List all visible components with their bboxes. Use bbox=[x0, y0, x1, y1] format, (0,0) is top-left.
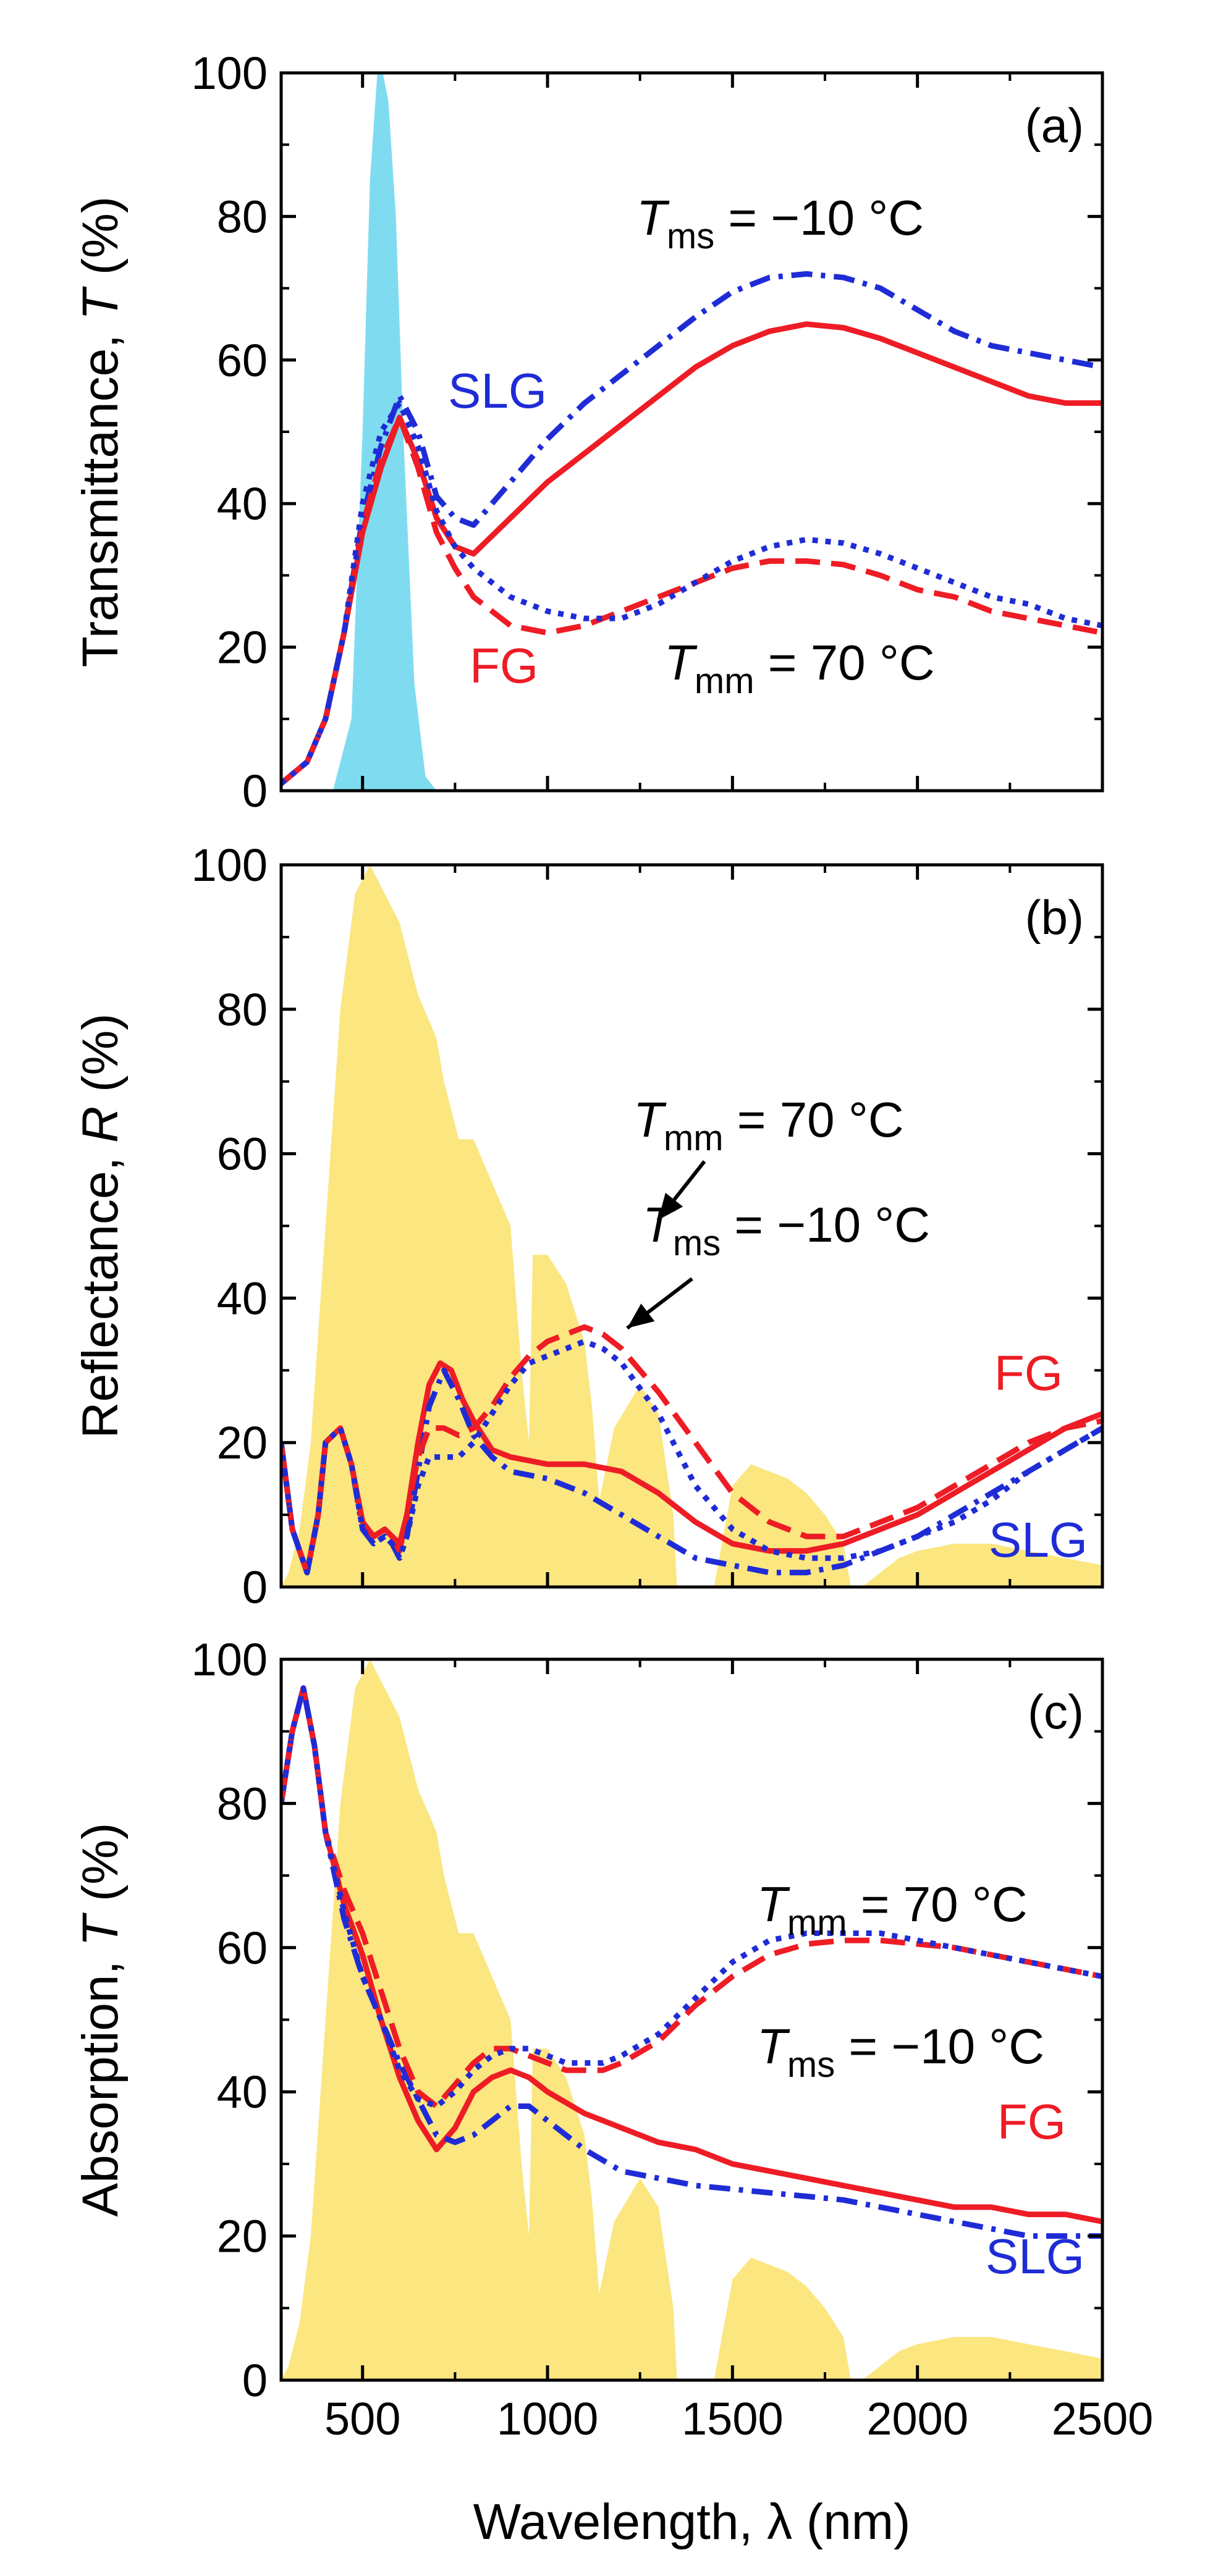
series-line-dashdot bbox=[281, 271, 1102, 786]
y-tick-label: 20 bbox=[217, 1417, 268, 1468]
y-axis-title: Reflectance, R (%) bbox=[72, 1013, 129, 1438]
y-axis-title-prefix: Absorption, bbox=[72, 1947, 129, 2217]
y-tick-label: 100 bbox=[192, 1634, 268, 1685]
temperature-subscript: mm bbox=[695, 661, 755, 701]
annotation-arrow-head bbox=[627, 1303, 655, 1328]
y-axis-title: Absorption, T (%) bbox=[72, 1823, 129, 2217]
temperature-subscript: ms bbox=[787, 2045, 835, 2085]
temperature-label: Tmm = 70 °C bbox=[664, 635, 935, 701]
temperature-subscript: ms bbox=[673, 1223, 721, 1263]
y-tick-label: 20 bbox=[217, 622, 268, 673]
x-tick-label: 2000 bbox=[866, 2393, 968, 2444]
curve-label-slg: SLG bbox=[986, 2229, 1084, 2284]
panel-label: (b) bbox=[1025, 890, 1084, 945]
y-axis-title-unit: (%) bbox=[72, 1013, 129, 1106]
y-tick-label: 80 bbox=[217, 1778, 268, 1829]
x-tick-label: 1500 bbox=[682, 2393, 784, 2444]
y-axis-title: Transmittance, T (%) bbox=[72, 196, 129, 667]
temperature-value: = 70 °C bbox=[755, 635, 935, 690]
y-tick-label: 0 bbox=[242, 1562, 268, 1613]
y-tick-label: 80 bbox=[217, 984, 268, 1035]
panel-label: (c) bbox=[1028, 1685, 1084, 1739]
curve-label-fg: FG bbox=[997, 2094, 1066, 2149]
y-tick-label: 40 bbox=[217, 478, 268, 529]
panel-b: 0 20 40 60 80 100 Reflectance, R (%) (b) Tmm = 7… bbox=[72, 840, 1104, 1613]
panel-label: (a) bbox=[1025, 98, 1084, 153]
y-tick-label: 0 bbox=[242, 765, 268, 817]
y-axis-title-variable: R bbox=[72, 1106, 129, 1143]
series-line-dotted bbox=[281, 1685, 1102, 2109]
curve-label-fg: FG bbox=[470, 638, 538, 693]
temperature-symbol: T bbox=[757, 2019, 790, 2074]
solar-spectrum-fill bbox=[281, 865, 1102, 1587]
temperature-value: = −10 °C bbox=[714, 190, 924, 245]
y-axis-title-unit: (%) bbox=[72, 196, 129, 289]
y-tick-label: 20 bbox=[217, 2211, 268, 2262]
solar-spectrum-fill bbox=[281, 1659, 1102, 2380]
temperature-value: = −10 °C bbox=[835, 2019, 1044, 2074]
y-tick-label: 80 bbox=[217, 191, 268, 242]
y-tick-label: 100 bbox=[192, 840, 268, 891]
y-tick-label: 60 bbox=[217, 1922, 268, 1974]
curve-label-slg: SLG bbox=[448, 363, 547, 418]
annotation-arrow-head bbox=[658, 1192, 683, 1220]
y-tick-label: 100 bbox=[192, 48, 268, 99]
series-line-dashed bbox=[281, 1685, 1102, 2109]
temperature-subscript: ms bbox=[667, 216, 714, 256]
temperature-label: Tmm = 70 °C bbox=[757, 1877, 1028, 1943]
temperature-label: Tms = −10 °C bbox=[643, 1197, 930, 1263]
temperature-symbol: T bbox=[633, 1092, 667, 1147]
temperature-symbol: T bbox=[636, 190, 670, 245]
temperature-label: Tms = −10 °C bbox=[757, 2019, 1044, 2085]
curve-label-slg: SLG bbox=[989, 1512, 1088, 1567]
temperature-label: Tmm = 70 °C bbox=[633, 1092, 904, 1158]
temperature-value: = 70 °C bbox=[847, 1877, 1028, 1932]
y-axis-title-prefix: Reflectance, bbox=[72, 1143, 129, 1439]
y-tick-label: 60 bbox=[217, 1129, 268, 1180]
series-line-dashed bbox=[281, 415, 1102, 786]
series-line-dotted bbox=[281, 1339, 1102, 1576]
panel-c: 500 1000 1500 2000 2500 0 20 40 60 80 100 Absorptio… bbox=[72, 1634, 1153, 2444]
temperature-symbol: T bbox=[664, 635, 698, 690]
temperature-subscript: mm bbox=[664, 1118, 724, 1158]
temperature-label: Tms = −10 °C bbox=[636, 190, 924, 256]
temperature-symbol: T bbox=[757, 1877, 790, 1932]
x-tick-label: 2500 bbox=[1052, 2393, 1154, 2444]
temperature-value: = 70 °C bbox=[724, 1092, 904, 1147]
y-axis-title-variable: T bbox=[72, 286, 129, 320]
x-tick-label: 1000 bbox=[497, 2393, 599, 2444]
panel-a: 0 20 40 60 80 100 Transmittance, T (%) (a) Tms =… bbox=[72, 48, 1104, 817]
series-line-solid bbox=[281, 1685, 1102, 2225]
y-tick-label: 40 bbox=[217, 2066, 268, 2118]
y-tick-label: 60 bbox=[217, 335, 268, 386]
y-tick-label: 40 bbox=[217, 1273, 268, 1324]
x-axis-title: Wavelength, λ (nm) bbox=[473, 2494, 911, 2550]
temperature-subscript: mm bbox=[787, 1903, 847, 1943]
y-axis-title-unit: (%) bbox=[72, 1823, 129, 1916]
curve-label-fg: FG bbox=[994, 1345, 1063, 1400]
y-axis-title-prefix: Transmittance, bbox=[72, 320, 129, 667]
x-tick-label: 500 bbox=[324, 2393, 400, 2444]
y-axis-title-variable: T bbox=[72, 1913, 129, 1947]
temperature-value: = −10 °C bbox=[721, 1197, 930, 1252]
y-tick-label: 0 bbox=[242, 2355, 268, 2406]
series-line-dashdot bbox=[281, 1685, 1102, 2239]
